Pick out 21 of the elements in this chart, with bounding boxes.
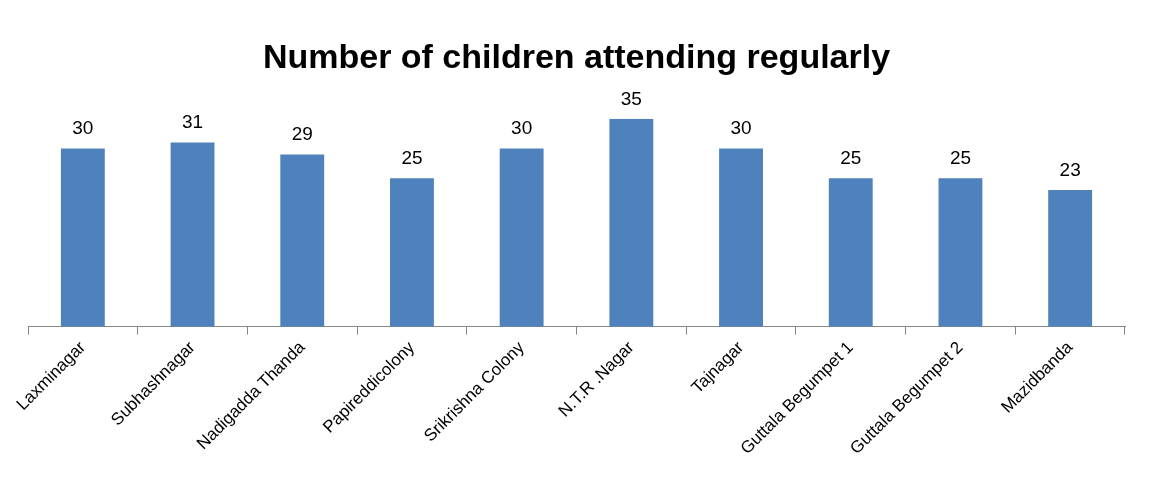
bar xyxy=(1048,190,1093,327)
data-label: 29 xyxy=(291,123,313,145)
data-label: 30 xyxy=(730,117,752,139)
bar xyxy=(170,142,215,327)
bar xyxy=(609,118,654,327)
data-label: 30 xyxy=(511,117,533,139)
data-label: 31 xyxy=(181,111,204,133)
bar xyxy=(938,178,983,327)
chart-title: Number of children attending regularly xyxy=(262,36,891,75)
data-label: 23 xyxy=(1059,158,1081,180)
bar xyxy=(499,148,544,327)
bar xyxy=(719,148,763,327)
data-label: 25 xyxy=(949,146,972,168)
data-label: 25 xyxy=(840,146,862,168)
data-label: 25 xyxy=(401,146,423,168)
bar xyxy=(390,178,434,327)
data-label: 35 xyxy=(620,87,642,109)
bar xyxy=(280,154,325,327)
bar xyxy=(828,178,873,327)
bar xyxy=(60,148,105,327)
data-label: 30 xyxy=(72,117,94,139)
